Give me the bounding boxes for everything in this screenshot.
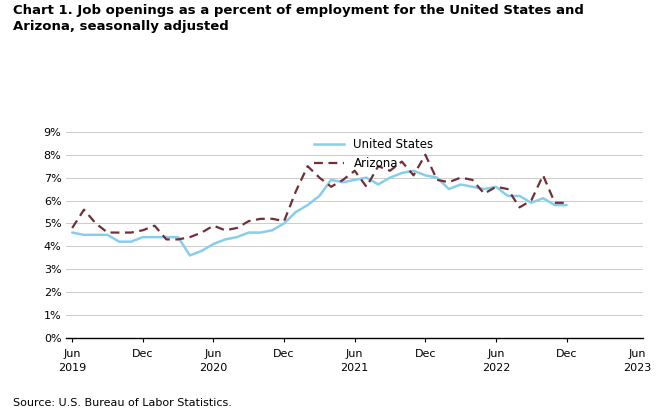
Text: Dec: Dec [414, 349, 436, 359]
Text: Dec: Dec [273, 349, 295, 359]
Text: Source: U.S. Bureau of Labor Statistics.: Source: U.S. Bureau of Labor Statistics. [13, 398, 232, 408]
Text: 2019: 2019 [58, 363, 86, 373]
Text: Jun: Jun [205, 349, 222, 359]
Text: Jun: Jun [487, 349, 505, 359]
Text: Jun: Jun [346, 349, 363, 359]
Text: Chart 1. Job openings as a percent of employment for the United States and
Arizo: Chart 1. Job openings as a percent of em… [13, 4, 584, 33]
Legend: United States, Arizona: United States, Arizona [314, 138, 434, 170]
Text: Dec: Dec [556, 349, 577, 359]
Text: Jun: Jun [629, 349, 646, 359]
Text: Dec: Dec [132, 349, 154, 359]
Text: Jun: Jun [64, 349, 81, 359]
Text: 2021: 2021 [341, 363, 369, 373]
Text: 2020: 2020 [200, 363, 227, 373]
Text: 2022: 2022 [482, 363, 510, 373]
Text: 2023: 2023 [623, 363, 651, 373]
